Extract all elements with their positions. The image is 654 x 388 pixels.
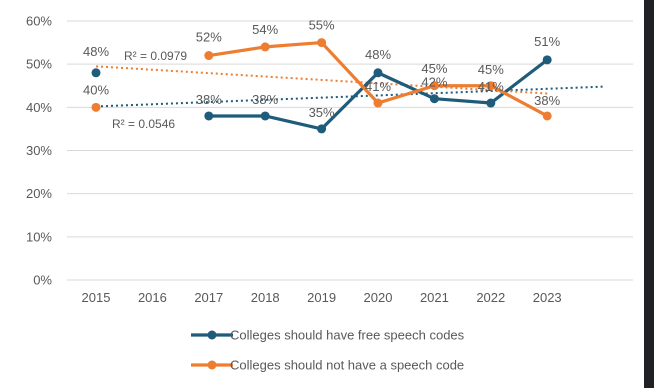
r2-label-free-speech-codes: R² = 0.0546 [112, 117, 175, 131]
data-label-free-speech-codes: 38% [196, 92, 222, 107]
data-point-free-speech-codes [486, 98, 496, 108]
data-label-free-speech-codes: 35% [309, 105, 335, 120]
data-label-no-speech-code: 54% [252, 22, 278, 37]
data-label-free-speech-codes: 38% [252, 92, 278, 107]
data-point-no-speech-code [317, 38, 327, 48]
data-point-free-speech-codes [429, 94, 439, 104]
data-point-no-speech-code [91, 102, 101, 112]
legend-label-free-speech-codes: Colleges should have free speech codes [230, 328, 465, 343]
y-tick-label: 20% [26, 186, 52, 201]
x-tick-label: 2022 [476, 290, 505, 305]
y-tick-label: 40% [26, 100, 52, 115]
trendline-free-speech-codes [95, 85, 604, 108]
x-tick-label: 2016 [138, 290, 167, 305]
data-point-free-speech-codes [317, 124, 327, 134]
data-point-free-speech-codes [542, 55, 552, 65]
data-point-no-speech-code [542, 111, 552, 121]
y-tick-label: 60% [26, 14, 52, 29]
legend-marker-free-speech-codes [207, 330, 217, 340]
x-tick-label: 2020 [364, 290, 393, 305]
r2-label-no-speech-code: R² = 0.0979 [124, 49, 187, 63]
data-point-free-speech-codes [204, 111, 214, 121]
data-point-free-speech-codes [260, 111, 270, 121]
data-point-no-speech-code [204, 51, 214, 61]
data-label-no-speech-code: 38% [534, 93, 560, 108]
data-point-no-speech-code [260, 42, 270, 52]
data-label-no-speech-code: 45% [478, 62, 504, 77]
data-label-free-speech-codes: 42% [421, 75, 447, 90]
trendline-no-speech-code [95, 65, 548, 95]
y-tick-label: 10% [26, 229, 52, 244]
y-tick-label: 0% [33, 273, 52, 288]
data-label-no-speech-code: 52% [196, 30, 222, 45]
x-tick-label: 2021 [420, 290, 449, 305]
data-label-no-speech-code: 45% [421, 61, 447, 76]
data-point-free-speech-codes [373, 68, 383, 78]
y-tick-label: 50% [26, 57, 52, 72]
data-label-free-speech-codes: 48% [83, 44, 109, 59]
legend-marker-no-speech-code [207, 360, 217, 370]
data-label-free-speech-codes: 48% [365, 47, 391, 62]
x-tick-label: 2018 [251, 290, 280, 305]
legend-label-no-speech-code: Colleges should not have a speech code [230, 358, 464, 373]
x-tick-label: 2015 [82, 290, 111, 305]
data-label-no-speech-code: 40% [83, 82, 109, 97]
data-label-free-speech-codes: 41% [478, 79, 504, 94]
data-label-free-speech-codes: 51% [534, 34, 560, 49]
x-tick-label: 2023 [533, 290, 562, 305]
data-label-no-speech-code: 55% [309, 18, 335, 33]
x-tick-label: 2019 [307, 290, 336, 305]
y-tick-label: 30% [26, 143, 52, 158]
data-point-no-speech-code [429, 81, 439, 91]
data-label-no-speech-code: 41% [365, 79, 391, 94]
data-point-free-speech-codes [91, 68, 101, 78]
data-point-no-speech-code [486, 81, 496, 91]
x-tick-label: 2017 [194, 290, 223, 305]
data-point-no-speech-code [373, 98, 383, 108]
